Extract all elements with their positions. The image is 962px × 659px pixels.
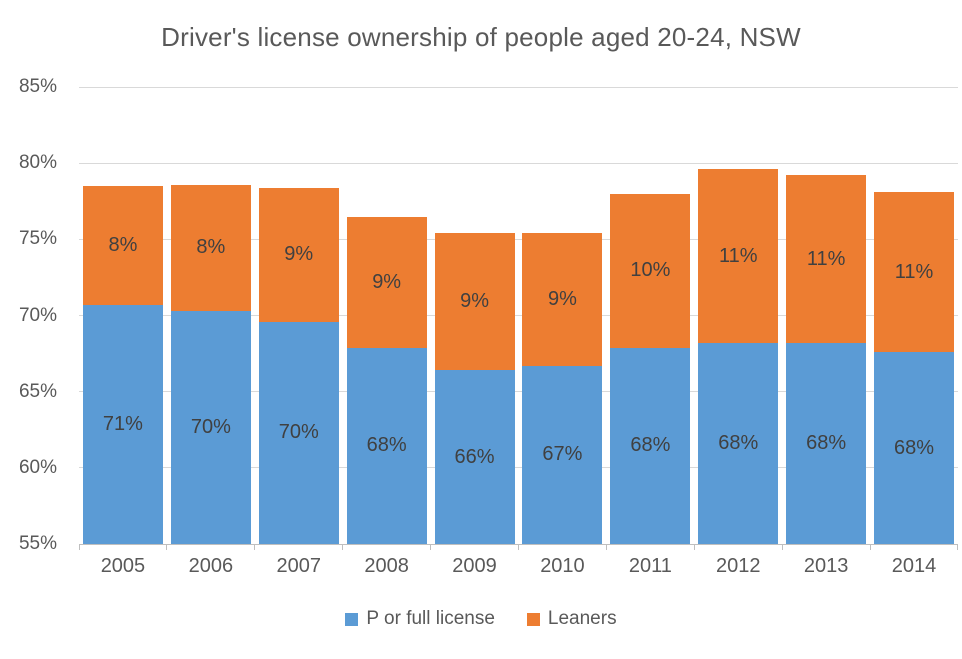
chart-title: Driver's license ownership of people age… bbox=[161, 22, 801, 52]
legend-label: P or full license bbox=[366, 608, 495, 629]
legend-marker-icon bbox=[345, 612, 359, 626]
x-axis-tick-label: 2012 bbox=[715, 555, 761, 577]
x-axis-tick-mark bbox=[605, 544, 607, 550]
x-axis-tick-label: 2008 bbox=[364, 555, 409, 577]
bar-segment-2006: 70% bbox=[170, 310, 251, 544]
gridline bbox=[79, 162, 958, 164]
bar-group-2009: 66% 9% bbox=[434, 87, 515, 544]
bar-group-2005: 71% 8% bbox=[82, 87, 163, 544]
bar-data-label: 68% bbox=[894, 436, 935, 459]
bar-data-label: 11% bbox=[894, 260, 934, 283]
bar-data-label: 11% bbox=[718, 244, 758, 267]
bar-segment-2006: 8% bbox=[170, 184, 251, 311]
y-axis-tick-label: 55% bbox=[18, 533, 57, 554]
x-axis-tick-mark bbox=[78, 544, 80, 550]
bar-data-label: 70% bbox=[190, 415, 231, 438]
bar-data-label: 9% bbox=[547, 288, 577, 311]
bar-data-label: 68% bbox=[630, 434, 671, 457]
legend-marker-icon bbox=[526, 612, 540, 626]
bar-data-label: 10% bbox=[630, 259, 671, 282]
legend-item-leaners: Leaners bbox=[526, 608, 617, 630]
x-axis-tick-mark bbox=[430, 544, 432, 550]
x-axis-tick-label: 2006 bbox=[188, 555, 234, 577]
bar-group-2014: 68% 11% bbox=[874, 87, 955, 544]
bar-segment-2013: 68% bbox=[786, 342, 867, 544]
bar-segment-2005: 8% bbox=[82, 186, 163, 305]
bar-data-label: 67% bbox=[542, 443, 583, 466]
bar-data-label: 68% bbox=[366, 434, 407, 457]
bar-segment-2011: 68% bbox=[610, 347, 691, 544]
bar-segment-2010: 67% bbox=[522, 365, 603, 544]
bar-data-label: 9% bbox=[460, 290, 489, 313]
bar-segment-2012: 68% bbox=[698, 342, 779, 544]
bar-segment-2010: 9% bbox=[522, 233, 603, 366]
plot-area: 71% 8% 70% 8% 70% 9% 68% 9% 66% 9% 67% 9% 68% 10% 68% 1… bbox=[78, 86, 958, 550]
bar-segment-2009: 66% bbox=[434, 370, 515, 544]
x-axis-tick-label: 2014 bbox=[891, 555, 937, 577]
x-axis-tick-label: 2013 bbox=[803, 555, 849, 577]
bar-group-2006: 70% 8% bbox=[170, 87, 251, 544]
gridline bbox=[79, 467, 958, 469]
x-axis-tick-label: 2011 bbox=[628, 555, 672, 577]
x-axis-tick-label: 2010 bbox=[540, 555, 585, 577]
bar-segment-2012: 11% bbox=[698, 169, 779, 343]
y-axis: 85% 80% 75% 70% 65% 60% 55% bbox=[0, 76, 57, 554]
bar-data-label: 9% bbox=[372, 270, 402, 293]
bar-data-label: 8% bbox=[196, 236, 226, 259]
bar-data-label: 68% bbox=[806, 431, 847, 454]
bar-segment-2009: 9% bbox=[434, 233, 515, 371]
y-axis-tick-label: 65% bbox=[18, 380, 57, 402]
bar-data-label: 71% bbox=[102, 412, 143, 435]
bar-segment-2013: 11% bbox=[786, 175, 867, 343]
bar-group-2013: 68% 11% bbox=[786, 87, 867, 544]
x-axis-tick-mark bbox=[956, 544, 958, 550]
bar-segment-2014: 68% bbox=[874, 352, 955, 544]
bar-data-label: 70% bbox=[278, 421, 319, 444]
x-axis-tick-label: 2009 bbox=[452, 555, 497, 577]
bar-segment-2007: 70% bbox=[258, 321, 339, 544]
y-axis-tick-label: 85% bbox=[18, 76, 57, 97]
y-axis-tick-label: 60% bbox=[18, 456, 57, 478]
legend-label: Leaners bbox=[547, 608, 617, 629]
x-axis-tick-mark bbox=[693, 544, 695, 550]
y-axis-tick-label: 70% bbox=[18, 304, 57, 326]
x-axis-tick-mark bbox=[342, 544, 344, 550]
bar-data-label: 8% bbox=[108, 233, 138, 256]
y-axis-tick-label: 75% bbox=[18, 228, 57, 250]
bar-segment-2005: 71% bbox=[82, 304, 163, 544]
bar-segment-2008: 68% bbox=[346, 347, 427, 544]
bar-segment-2014: 11% bbox=[874, 192, 955, 353]
bar-segment-2008: 9% bbox=[346, 216, 427, 348]
x-axis-tick-label: 2007 bbox=[276, 555, 321, 577]
x-axis-tick-mark bbox=[166, 544, 168, 550]
bar-group-2007: 70% 9% bbox=[258, 87, 339, 544]
gridline bbox=[79, 238, 958, 240]
bar-group-2012: 68% 11% bbox=[698, 87, 779, 544]
bar-segment-2011: 10% bbox=[610, 193, 691, 348]
x-axis-tick-mark bbox=[781, 544, 783, 550]
x-axis-tick-label: 2005 bbox=[100, 555, 146, 577]
legend: P or full license Leaners bbox=[0, 608, 962, 630]
x-axis: 2005 2006 2007 2008 2009 2010 2011 2012 2013 2014 bbox=[79, 553, 958, 581]
bar-group-2011: 68% 10% bbox=[610, 87, 691, 544]
x-axis-tick-mark bbox=[254, 544, 256, 550]
gridline bbox=[79, 86, 958, 88]
bar-data-label: 66% bbox=[454, 445, 495, 468]
bar-data-label: 9% bbox=[284, 243, 314, 266]
bar-segment-2007: 9% bbox=[258, 187, 339, 322]
bar-group-2010: 67% 9% bbox=[522, 87, 603, 544]
x-axis-tick-mark bbox=[869, 544, 871, 550]
bar-group-2008: 68% 9% bbox=[346, 87, 427, 544]
bar-data-label: 68% bbox=[718, 431, 759, 454]
y-axis-tick-label: 80% bbox=[18, 152, 57, 174]
x-axis-tick-mark bbox=[518, 544, 519, 550]
gridline bbox=[79, 315, 958, 316]
gridline bbox=[79, 391, 958, 393]
bar-data-label: 11% bbox=[806, 247, 846, 270]
legend-item-p-or-full-license: P or full license bbox=[345, 608, 495, 630]
